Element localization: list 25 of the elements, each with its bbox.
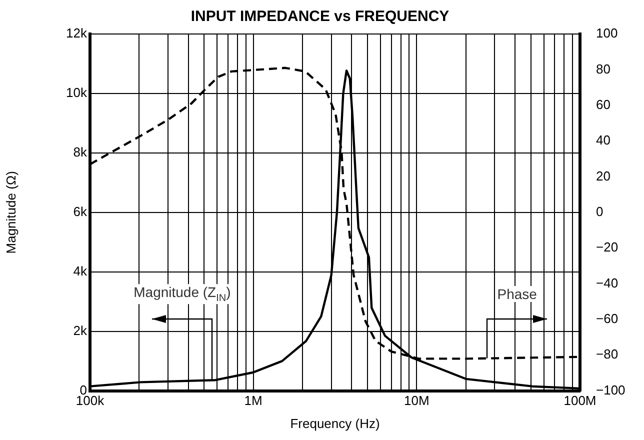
annotation: Phase bbox=[495, 286, 539, 302]
chart-title: INPUT IMPEDANCE vs FREQUENCY bbox=[190, 8, 450, 26]
y2-tick-label: −40 bbox=[596, 275, 618, 290]
y2-tick-label: −60 bbox=[596, 311, 618, 326]
x-axis-title: Frequency (Hz) bbox=[290, 416, 380, 431]
y-tick-label: 10k bbox=[66, 85, 88, 100]
y2-tick-label: −100 bbox=[596, 382, 626, 398]
y2-tick-label: 100 bbox=[596, 26, 618, 41]
y2-tick-label: 40 bbox=[596, 132, 610, 148]
x-tick-label: 1M bbox=[244, 393, 262, 408]
y-tick-label: 12k bbox=[66, 26, 88, 41]
y-tick-label: 8k bbox=[73, 144, 88, 160]
y2-tick-label: 60 bbox=[596, 96, 610, 112]
y-tick-label: 6k bbox=[73, 204, 88, 219]
annotation: Magnitude (Z$_{IN}$) bbox=[132, 284, 233, 304]
x-tick-label: 100M bbox=[564, 393, 596, 408]
y-tick-label: 4k bbox=[73, 263, 88, 278]
y2-tick-label: 0 bbox=[596, 204, 604, 219]
y-tick-label: 2k bbox=[73, 322, 88, 338]
y2-tick-label: −20 bbox=[596, 240, 618, 255]
y2-tick-label: −80 bbox=[596, 346, 618, 362]
y-axis-title: Magnitude (Ω) bbox=[3, 171, 18, 254]
y2-tick-label: 20 bbox=[596, 168, 610, 184]
x-tick-label: 10M bbox=[404, 393, 430, 408]
y2-tick-label: 80 bbox=[596, 61, 610, 76]
